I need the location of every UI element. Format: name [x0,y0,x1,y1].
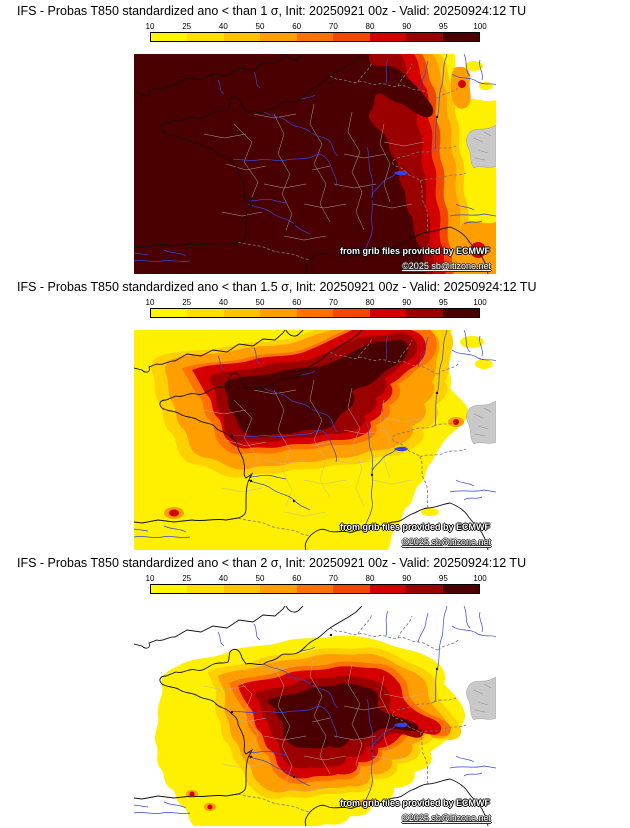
tick-label: 100 [473,574,487,583]
tick-label: 60 [292,298,302,307]
colorbar-segment [260,585,297,593]
colorbar-segment [296,309,334,317]
colorbar: 10 25 40 50 60 70 80 90 95 100 [146,298,487,318]
tick-label: 90 [402,22,412,31]
tick-label: 50 [255,22,265,31]
colorbar-segment [223,309,261,317]
tick-label: 80 [365,22,375,31]
tick-label: 100 [473,298,487,307]
colorbar-segment [442,33,479,41]
colorbar-gradient [150,584,480,594]
colorbar: 10 25 40 50 60 70 80 90 95 100 [146,574,487,594]
colorbar-segment [369,309,407,317]
tick-label: 50 [255,574,265,583]
probability-map-1point5sigma: from grib files provided by ECMWF ©2025 … [134,330,496,550]
panel-1point5sigma: IFS - Probas T850 standardized ano < tha… [0,276,630,552]
probability-field-2sigma [134,606,496,826]
tick-label: 95 [438,298,448,307]
tick-label: 25 [182,298,192,307]
colorbar-segment [260,33,297,41]
colorbar-segment [333,33,370,41]
colorbar-segment [151,585,188,593]
tick-label: 40 [218,574,228,583]
probability-field-1point5sigma [134,330,496,550]
tick-label: 10 [145,298,155,307]
colorbar-segment [296,585,334,593]
colorbar-segment [442,309,479,317]
colorbar-segment [223,585,261,593]
page-title: IFS - Probas T850 standardized ano < tha… [17,280,537,294]
colorbar-segment [406,585,443,593]
tick-label: 60 [292,574,302,583]
colorbar-segment [406,309,443,317]
tick-label: 40 [218,298,228,307]
probability-map-1sigma: from grib files provided by ECMWF ©2025 … [134,54,496,274]
tick-label: 80 [365,574,375,583]
data-provider-credit: from grib files provided by ECMWF [339,522,490,532]
colorbar-segment [369,585,407,593]
tick-label: 70 [328,22,338,31]
tick-label: 80 [365,298,375,307]
colorbar-segment [151,309,188,317]
panel-2sigma: IFS - Probas T850 standardized ano < tha… [0,552,630,828]
tick-label: 90 [402,574,412,583]
page-title: IFS - Probas T850 standardized ano < tha… [17,4,527,18]
colorbar-segment [187,585,224,593]
tick-label: 10 [145,574,155,583]
colorbar-gradient [150,308,480,318]
colorbar-gradient [150,32,480,42]
probability-map-2sigma: from grib files provided by ECMWF ©2025 … [134,606,496,826]
tick-label: 70 [328,298,338,307]
tick-label: 25 [182,22,192,31]
colorbar-segment [187,309,224,317]
tick-label: 100 [473,22,487,31]
copyright-link[interactable]: ©2025 sb@itizone.net [402,813,491,823]
tick-label: 95 [438,574,448,583]
tick-label: 25 [182,574,192,583]
tick-label: 70 [328,574,338,583]
panel-1sigma: IFS - Probas T850 standardized ano < tha… [0,0,630,276]
colorbar-segment [151,33,188,41]
tick-label: 50 [255,298,265,307]
colorbar-tick-labels: 10 25 40 50 60 70 80 90 95 100 [146,574,487,584]
probability-field-1sigma [134,54,496,274]
colorbar-segment [187,33,224,41]
colorbar-tick-labels: 10 25 40 50 60 70 80 90 95 100 [146,22,487,32]
tick-label: 90 [402,298,412,307]
tick-label: 60 [292,22,302,31]
colorbar-segment [333,585,370,593]
tick-label: 40 [218,22,228,31]
colorbar-tick-labels: 10 25 40 50 60 70 80 90 95 100 [146,298,487,308]
colorbar: 10 25 40 50 60 70 80 90 95 100 [146,22,487,42]
tick-label: 10 [145,22,155,31]
colorbar-segment [223,33,261,41]
colorbar-segment [369,33,407,41]
colorbar-segment [442,585,479,593]
colorbar-segment [333,309,370,317]
colorbar-segment [296,33,334,41]
page-title: IFS - Probas T850 standardized ano < tha… [17,556,527,570]
copyright-link[interactable]: ©2025 sb@itizone.net [402,537,491,547]
colorbar-segment [260,309,297,317]
data-provider-credit: from grib files provided by ECMWF [339,246,490,256]
tick-label: 95 [438,22,448,31]
colorbar-segment [406,33,443,41]
copyright-link[interactable]: ©2025 sb@itizone.net [402,261,491,271]
data-provider-credit: from grib files provided by ECMWF [339,798,490,808]
